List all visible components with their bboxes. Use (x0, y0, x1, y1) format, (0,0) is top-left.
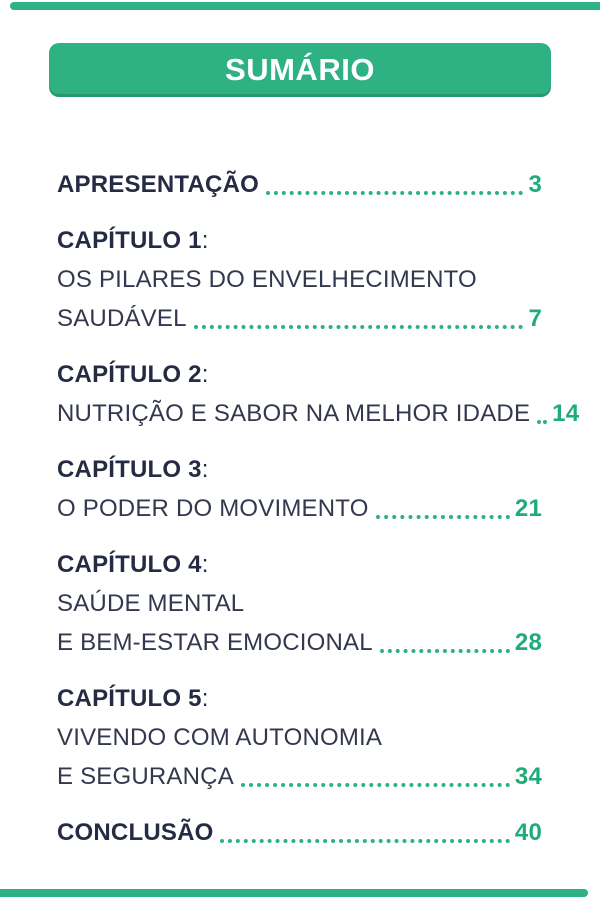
bottom-accent-bar (0, 889, 588, 897)
page-number: 21 (514, 495, 542, 522)
page-number: 7 (528, 305, 542, 332)
chapter-subtitle: OS PILARES DO ENVELHECIMENTO (57, 266, 477, 293)
chapter-heading: CAPÍTULO 1: (57, 221, 542, 260)
entry-title: CONCLUSÃO (57, 819, 214, 846)
toc-entry-capitulo-2: CAPÍTULO 2: NUTRIÇÃO E SABOR NA MELHOR I… (57, 355, 579, 433)
page-number: 34 (514, 763, 542, 790)
dot-leader (240, 783, 510, 787)
page-number: 40 (514, 819, 542, 846)
chapter-heading-colon: : (201, 551, 209, 578)
chapter-heading-colon: : (201, 456, 209, 483)
dot-leader (379, 649, 510, 653)
chapter-subtitle: SAÚDE MENTAL (57, 590, 245, 617)
chapter-subtitle: VIVENDO COM AUTONOMIA (57, 724, 383, 751)
chapter-heading-text: CAPÍTULO 5 (57, 685, 202, 712)
toc-entry-apresentacao: APRESENTAÇÃO 3 (57, 165, 542, 204)
chapter-heading-text: CAPÍTULO 2 (57, 361, 202, 388)
entry-title: NUTRIÇÃO E SABOR NA MELHOR IDADE (57, 400, 531, 427)
entry-title: O PODER DO MOVIMENTO (57, 495, 369, 522)
toc-entry-capitulo-1: CAPÍTULO 1: OS PILARES DO ENVELHECIMENTO… (57, 221, 542, 338)
dot-leader (537, 420, 548, 424)
summary-title-banner: SUMÁRIO (49, 43, 551, 97)
page-number: 3 (528, 171, 542, 198)
page-number: 28 (514, 629, 542, 656)
chapter-heading-colon: : (201, 227, 209, 254)
chapter-heading: CAPÍTULO 4: (57, 545, 542, 584)
toc-entry-capitulo-5: CAPÍTULO 5: VIVENDO COM AUTONOMIA E SEGU… (57, 679, 542, 796)
toc-entry-conclusao: CONCLUSÃO 40 (57, 813, 542, 852)
page-number: 14 (552, 400, 580, 427)
chapter-heading-colon: : (201, 685, 209, 712)
dot-leader (193, 325, 524, 329)
chapter-heading: CAPÍTULO 2: (57, 355, 542, 394)
entry-title: SAUDÁVEL (57, 305, 187, 332)
chapter-heading-text: CAPÍTULO 3 (57, 456, 202, 483)
dot-leader (375, 515, 510, 519)
entry-title: E BEM-ESTAR EMOCIONAL (57, 629, 373, 656)
dot-leader (265, 191, 524, 195)
chapter-heading-text: CAPÍTULO 4 (57, 551, 202, 578)
top-accent-bar (10, 2, 600, 10)
table-of-contents: APRESENTAÇÃO 3 CAPÍTULO 1: OS PILARES DO… (0, 165, 600, 852)
entry-title: APRESENTAÇÃO (57, 171, 259, 198)
toc-entry-capitulo-3: CAPÍTULO 3: O PODER DO MOVIMENTO 21 (57, 450, 542, 528)
chapter-heading: CAPÍTULO 5: (57, 679, 542, 718)
entry-title: E SEGURANÇA (57, 763, 234, 790)
chapter-heading-colon: : (201, 361, 209, 388)
page-title: SUMÁRIO (225, 52, 375, 87)
chapter-heading-text: CAPÍTULO 1 (57, 227, 202, 254)
dot-leader (220, 839, 510, 843)
chapter-heading: CAPÍTULO 3: (57, 450, 542, 489)
toc-entry-capitulo-4: CAPÍTULO 4: SAÚDE MENTAL E BEM-ESTAR EMO… (57, 545, 542, 662)
